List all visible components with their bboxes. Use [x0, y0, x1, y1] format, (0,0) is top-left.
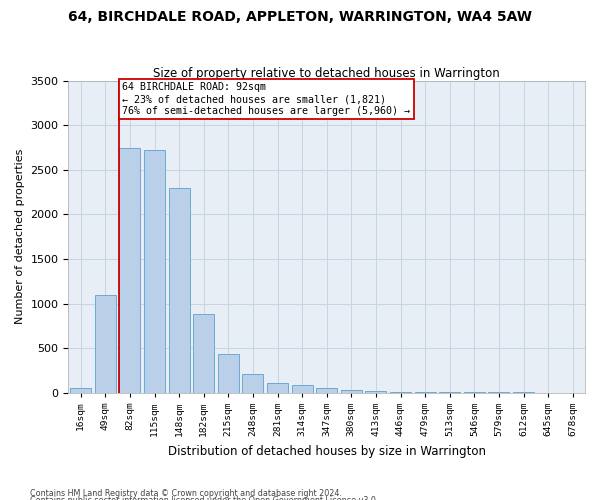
Text: 64, BIRCHDALE ROAD, APPLETON, WARRINGTON, WA4 5AW: 64, BIRCHDALE ROAD, APPLETON, WARRINGTON… [68, 10, 532, 24]
X-axis label: Distribution of detached houses by size in Warrington: Distribution of detached houses by size … [168, 444, 486, 458]
Bar [169, 188, 190, 392]
Bar [341, 390, 362, 392]
Y-axis label: Number of detached properties: Number of detached properties [15, 149, 25, 324]
Bar [193, 314, 214, 392]
Bar [70, 388, 91, 392]
Bar [365, 391, 386, 392]
Title: Size of property relative to detached houses in Warrington: Size of property relative to detached ho… [154, 66, 500, 80]
Bar [218, 354, 239, 393]
Bar [316, 388, 337, 392]
Bar [144, 150, 165, 392]
Bar [267, 384, 288, 392]
Text: 64 BIRCHDALE ROAD: 92sqm
← 23% of detached houses are smaller (1,821)
76% of sem: 64 BIRCHDALE ROAD: 92sqm ← 23% of detach… [122, 82, 410, 116]
Text: Contains public sector information licensed under the Open Government Licence v3: Contains public sector information licen… [30, 496, 379, 500]
Bar [95, 294, 116, 392]
Text: Contains HM Land Registry data © Crown copyright and database right 2024.: Contains HM Land Registry data © Crown c… [30, 488, 342, 498]
Bar [242, 374, 263, 392]
Bar [292, 385, 313, 392]
Bar [119, 148, 140, 392]
